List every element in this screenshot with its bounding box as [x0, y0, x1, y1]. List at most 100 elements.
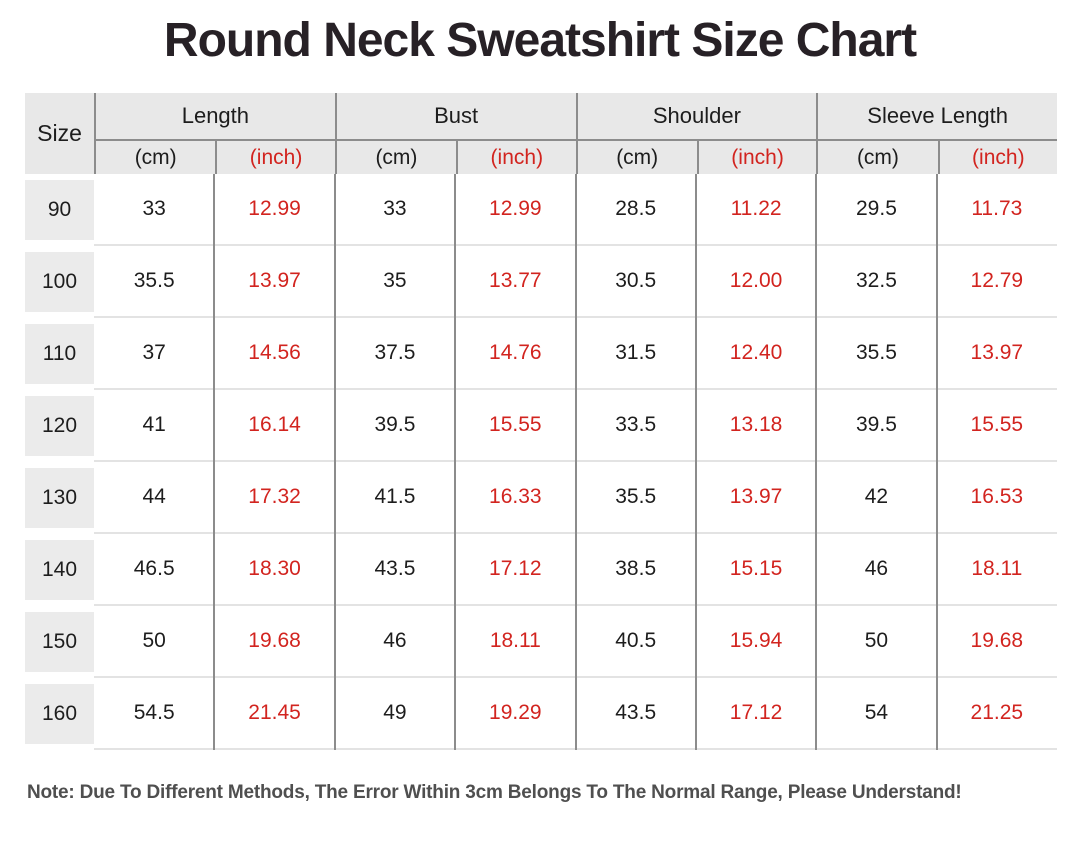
measurement-cell-cm: 44: [142, 485, 166, 508]
column-group-label: Sleeve Length: [867, 103, 1008, 128]
measurement-cell-cm: 37: [142, 341, 166, 364]
measurement-cell-cm: 35.5: [856, 341, 897, 364]
measurement-cell-cm: 30.5: [615, 269, 657, 292]
table-row: 150 50 19.68 46 18.11 40.5 15.94 50 19.68: [25, 606, 1057, 678]
measurement-cell-inch: 16.33: [489, 485, 542, 508]
size-cell: 90: [25, 180, 94, 240]
table-row: 130 44 17.32 41.5 16.33 35.5 13.97 42 16.53: [25, 462, 1057, 534]
table-row: 140 46.5 18.30 43.5 17.12 38.5 15.15 46 18.11: [25, 534, 1057, 606]
size-column: 110: [25, 318, 94, 390]
measurement-cell-cm: 43.5: [615, 701, 657, 724]
measurement-cell-inch: 19.68: [970, 629, 1024, 652]
measurement-cell-cm: 32.5: [856, 269, 897, 292]
table-row: 90 33 12.99 33 12.99 28.5 11.22 29.5 11.73: [25, 174, 1057, 246]
measurement-cell-inch: 15.94: [729, 629, 783, 652]
measurement-cell-cm: 39.5: [856, 413, 897, 436]
measurement-cell-cm: 43.5: [374, 557, 416, 580]
measurement-cell-cm: 35: [383, 269, 407, 292]
size-cell: 140: [25, 540, 94, 600]
measurement-cell-inch: 15.55: [970, 413, 1024, 436]
column-group-label: Shoulder: [652, 103, 741, 128]
unit-header-row: (cm) (inch): [818, 139, 1057, 174]
measurement-cell-inch: 14.76: [489, 341, 542, 364]
measurement-cell-inch: 11.22: [730, 197, 782, 220]
measurement-cell-inch: 18.30: [248, 557, 301, 580]
measurement-cell-inch: 19.68: [248, 629, 301, 652]
measurement-cell-inch: 13.77: [489, 269, 542, 292]
note-text: Note: Due To Different Methods, The Erro…: [27, 782, 962, 803]
column-group: Sleeve Length (cm) (inch): [816, 93, 1057, 174]
measurement-cell-cm: 50: [864, 629, 889, 652]
size-cell: 130: [25, 468, 94, 528]
size-cell: 110: [25, 324, 94, 384]
table-row: 110 37 14.56 37.5 14.76 31.5 12.40 35.5 13.97: [25, 318, 1057, 390]
measurement-cell-inch: 19.29: [489, 701, 542, 724]
unit-header-inch: (inch): [456, 141, 575, 174]
measurement-cell-cm: 54.5: [133, 701, 175, 724]
unit-header-cm: (cm): [616, 145, 659, 169]
column-group-label: Length: [181, 103, 250, 128]
measurement-cell-cm: 33: [383, 197, 407, 220]
table-row: 100 35.5 13.97 35 13.77 30.5 12.00 32.5 12.79: [25, 246, 1057, 318]
measurement-cell-inch: 17.32: [248, 485, 301, 508]
measurement-cell-inch: 21.25: [970, 701, 1024, 724]
measurement-cell-cm: 28.5: [615, 197, 657, 220]
unit-header-cm: (cm): [375, 145, 418, 169]
size-column: 130: [25, 462, 94, 534]
size-column: 160: [25, 678, 94, 750]
unit-header-cm: (cm): [134, 145, 177, 169]
measurement-cell-inch: 17.12: [489, 557, 542, 580]
measurement-cell-inch: 12.79: [970, 269, 1024, 292]
measurement-cell-inch: 16.14: [248, 413, 301, 436]
size-column: 140: [25, 534, 94, 606]
size-cell: 120: [25, 396, 94, 456]
measurement-cell-cm: 38.5: [615, 557, 657, 580]
measurement-cell-inch: 21.45: [248, 701, 301, 724]
table-header: Size Length (cm) (inch) Bust (cm) (inch) Shoul…: [25, 93, 1057, 174]
measurement-cell-cm: 41: [142, 413, 166, 436]
vertical-divider: [574, 174, 577, 750]
column-group: Bust (cm) (inch): [334, 93, 576, 174]
measurement-cell-inch: 15.15: [729, 557, 783, 580]
unit-header-row: (cm) (inch): [336, 139, 576, 174]
measurement-cell-inch: 13.97: [729, 485, 783, 508]
measurement-cell-inch: 12.00: [729, 269, 783, 292]
measurement-cell-cm: 31.5: [615, 341, 657, 364]
vertical-divider: [213, 174, 216, 750]
measurement-cell-inch: 12.40: [729, 341, 783, 364]
column-group: Length (cm) (inch): [94, 93, 335, 174]
unit-header-row: (cm) (inch): [96, 139, 335, 174]
unit-header-inch: (inch): [696, 141, 816, 174]
measurement-cell-cm: 54: [864, 701, 889, 724]
page-title: Round Neck Sweatshirt Size Chart: [163, 14, 917, 67]
measurement-cell-cm: 42: [864, 485, 889, 508]
measurement-cell-inch: 12.99: [489, 197, 542, 220]
measurement-cell-inch: 14.56: [248, 341, 301, 364]
measurement-cell-cm: 35.5: [615, 485, 657, 508]
measurement-cell-cm: 39.5: [374, 413, 416, 436]
measurement-cell-cm: 49: [383, 701, 407, 724]
size-column-header: Size: [37, 120, 82, 146]
size-column: 100: [25, 246, 94, 318]
vertical-divider: [935, 174, 938, 750]
table-body: 90 33 12.99 33 12.99 28.5 11.22 29.5 11.73 100 35.…: [25, 174, 1057, 750]
table-row: 160 54.5 21.45 49 19.29 43.5 17.12 54 21.25: [25, 678, 1057, 750]
unit-header-inch: (inch): [937, 141, 1057, 174]
measurement-cell-cm: 46: [383, 629, 407, 652]
measurement-cell-cm: 35.5: [133, 269, 175, 292]
size-column: 120: [25, 390, 94, 462]
vertical-divider: [815, 174, 818, 750]
size-chart-table: Size Length (cm) (inch) Bust (cm) (inch) Shoul…: [25, 93, 1057, 750]
measurement-cell-inch: 16.53: [970, 485, 1024, 508]
measurement-cell-inch: 11.73: [971, 197, 1023, 220]
size-cell: 100: [25, 252, 94, 312]
measurement-cell-inch: 13.97: [248, 269, 301, 292]
vertical-divider: [694, 174, 697, 750]
measurement-cell-cm: 40.5: [615, 629, 657, 652]
measurement-cell-inch: 12.99: [248, 197, 301, 220]
measurement-cell-inch: 13.97: [970, 341, 1024, 364]
unit-header-row: (cm) (inch): [577, 139, 817, 174]
column-group: Shoulder (cm) (inch): [575, 93, 817, 174]
measurement-cell-inch: 18.11: [489, 629, 541, 652]
